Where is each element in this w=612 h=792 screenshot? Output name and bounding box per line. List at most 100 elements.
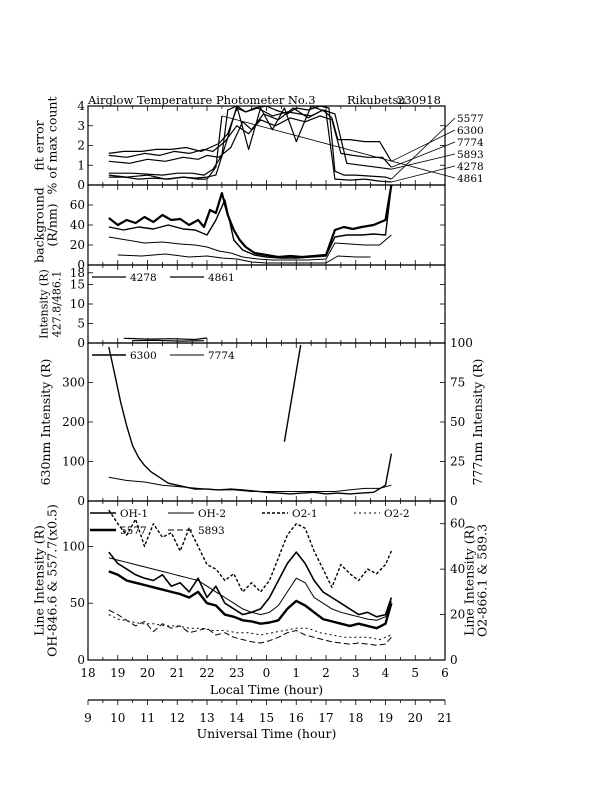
- fit-error-right-label: 4861: [457, 173, 484, 185]
- line-intensity-ytick-right-label: 60: [450, 517, 465, 531]
- panel-fit-error: 0 1 2 3 4 fit error% of max count 557763007774…: [32, 97, 485, 195]
- line-intensity-series-group: [108, 509, 393, 646]
- line-intensity-legend-label-OH-2: OH-2: [198, 508, 226, 520]
- fit-error-right-label: 6300: [457, 125, 484, 137]
- fit-error-leader-4861: [221, 115, 456, 179]
- line-intensity-ytick-right-label: 40: [450, 562, 465, 576]
- ut-axis-label: Universal Time (hour): [197, 726, 337, 741]
- intensity-630-777-ytick-right-label: 100: [450, 336, 473, 350]
- line-intensity-ytick-label: 50: [70, 596, 85, 610]
- ut-tick-label: 16: [289, 711, 304, 725]
- intensity-630-777-ytick-right-label: 25: [450, 455, 465, 469]
- fit-error-series-4278: [108, 106, 392, 183]
- intensity-short-series-group: [123, 337, 208, 342]
- intensity-short-ytick-label: 5: [77, 317, 85, 331]
- fit-error-ytick-label: 0: [77, 178, 85, 192]
- line-intensity-series-5577: [108, 570, 393, 630]
- ut-tick-label: 15: [259, 711, 274, 725]
- ut-tick-label: 21: [437, 711, 452, 725]
- line-intensity-ytick-label: 100: [62, 539, 85, 553]
- local-time-tick-label: 20: [140, 666, 155, 680]
- intensity-short-series-4861: [132, 339, 205, 342]
- background-ytick-label: 60: [70, 198, 85, 212]
- intensity-short-ytick-label: 15: [70, 278, 85, 292]
- line-intensity-legend-label-5577: 5577: [120, 525, 147, 537]
- line-intensity-ylabel-right: O2-866.1 & 589.3: [475, 524, 490, 637]
- ut-tick-label: 17: [318, 711, 333, 725]
- line-intensity-ytick-right-label: 20: [450, 608, 465, 622]
- fit-error-leader-5577: [391, 117, 456, 180]
- fit-error-leader-7774: [391, 141, 456, 168]
- intensity-short-series-4278: [123, 337, 208, 341]
- intensity-630-777-series-7774-spike: [283, 344, 302, 442]
- ut-tick-label: 9: [84, 711, 92, 725]
- ut-tick-label: 13: [199, 711, 214, 725]
- background-series-group: [108, 185, 393, 264]
- line-intensity-legend-label-OH-1: OH-1: [120, 508, 148, 520]
- intensity-short-ytick-label: 10: [70, 297, 85, 311]
- line-intensity-ylabel-right: Line Intensity (R): [462, 525, 477, 636]
- intensity-630-777-ytick-right-label: 50: [450, 415, 465, 429]
- local-time-tick-label: 1: [292, 666, 300, 680]
- fit-error-ylabel: % of max count: [45, 97, 60, 195]
- line-intensity-ytick-right-label: 0: [450, 653, 458, 667]
- fit-error-leader-5893: [391, 153, 456, 170]
- local-time-axis-label: Local Time (hour): [210, 682, 323, 697]
- background-ytick-label: 0: [77, 258, 85, 272]
- background-ylabel: (R/nm): [45, 203, 60, 246]
- intensity-630-777-ytick-right-label: 75: [450, 376, 465, 390]
- fit-error-right-label: 4278: [457, 161, 484, 173]
- ut-tick-label: 19: [378, 711, 393, 725]
- line-intensity-series-OH-2: [108, 557, 392, 621]
- background-ylabel: background: [32, 187, 47, 263]
- local-time-tick-label: 2: [322, 666, 330, 680]
- panel-intensity-6300-7774: 0 100 200 300 0 25 50 75 100 630nm Intensity (R) 7…: [38, 336, 485, 508]
- local-time-tick-label: 6: [441, 666, 449, 680]
- fit-error-ytick-label: 4: [77, 99, 85, 113]
- fit-error-series-group: [108, 106, 392, 183]
- line-intensity-ylabel: Line Intensity (R): [32, 525, 47, 636]
- background-frame: [87, 184, 446, 266]
- ut-tick-label: 20: [408, 711, 423, 725]
- fit-error-ytick-label: 3: [77, 119, 85, 133]
- background-series-5893: [117, 253, 371, 264]
- figure-station: Rikubetsu: [347, 93, 406, 107]
- intensity-630-777-ytick-label: 0: [77, 494, 85, 508]
- intensity-630-777-ylabel-right: 777nm Intensity (R): [470, 359, 485, 486]
- fit-error-right-label: 5893: [457, 149, 484, 161]
- intensity-short-legend-label-4861: 4861: [208, 272, 235, 284]
- intensity-630-777-series-7774: [108, 476, 392, 492]
- local-time-tick-label: 23: [229, 666, 244, 680]
- line-intensity-series-O2-1: [108, 509, 393, 593]
- intensity-630-777-series-6300: [108, 346, 393, 495]
- line-intensity-legend-label-O2-2: O2-2: [384, 508, 410, 520]
- background-ytick-label: 40: [70, 218, 85, 232]
- local-time-tick-label: 18: [80, 666, 95, 680]
- fit-error-right-label: 7774: [457, 137, 484, 149]
- fit-error-leader-4278: [391, 165, 456, 183]
- ut-tick-label: 18: [348, 711, 363, 725]
- intensity-630-777-ytick-label: 300: [62, 376, 85, 390]
- line-intensity-series-OH-1: [108, 551, 393, 618]
- universal-time-axis: 9 10 11 12 13 14 15 16 17 18 19 20 21 Universal Time …: [84, 699, 453, 741]
- intensity-630-777-ytick-label: 100: [62, 455, 85, 469]
- intensity-630-777-frame: [87, 342, 446, 502]
- panel-background: 0 20 40 60 background(R/nm): [32, 184, 446, 272]
- figure-date: 230918: [397, 93, 441, 107]
- local-time-tick-label: 4: [382, 666, 390, 680]
- ut-tick-label: 14: [229, 711, 245, 725]
- intensity-short-ylabel: 427.8/486.1: [51, 271, 64, 338]
- intensity-630-777-series-group: [108, 344, 393, 495]
- line-intensity-legend-label-O2-1: O2-1: [292, 508, 318, 520]
- fit-error-ytick-label: 1: [77, 158, 85, 172]
- line-intensity-ytick-label: 0: [77, 653, 85, 667]
- fit-error-series-4861: [108, 115, 223, 180]
- ut-tick-label: 12: [170, 711, 185, 725]
- background-series-6300: [108, 185, 393, 259]
- intensity-short-legend-label-4278: 4278: [130, 272, 157, 284]
- fit-error-right-label: 5577: [457, 113, 484, 125]
- line-intensity-series-O2-2: [108, 614, 392, 641]
